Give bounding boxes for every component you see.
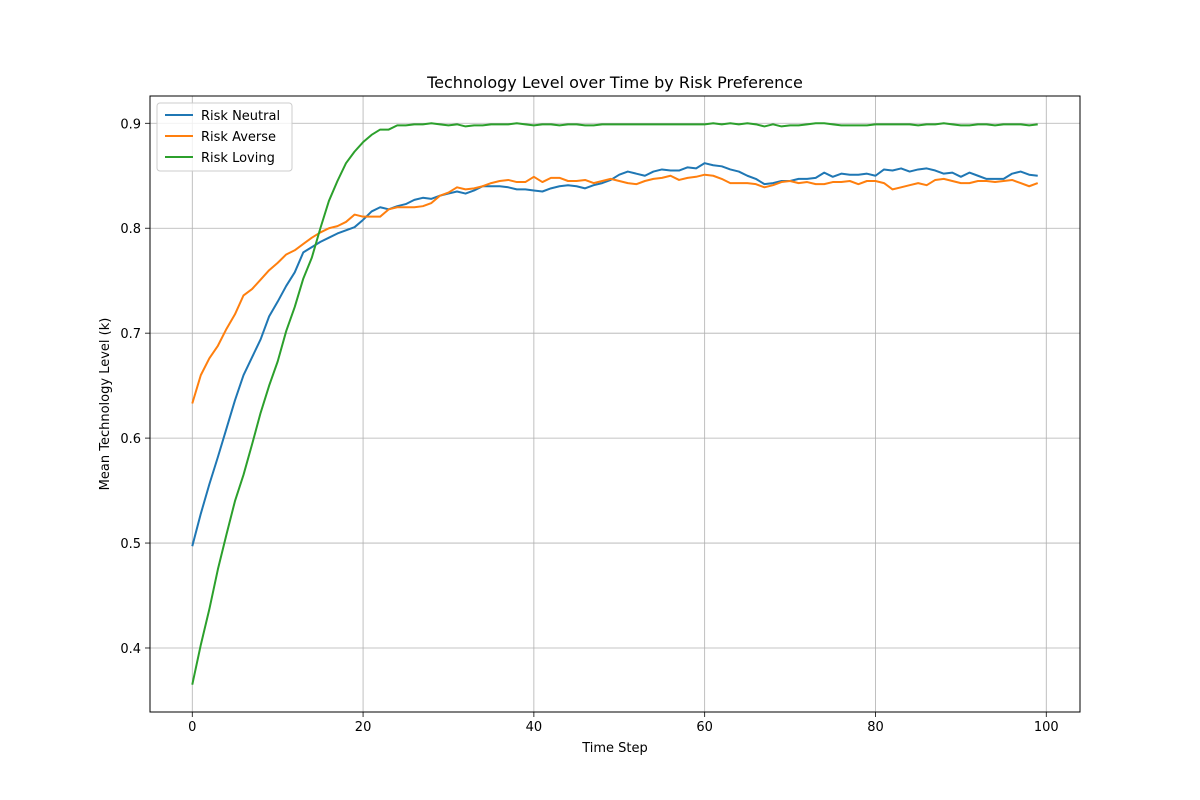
legend-label-risk-neutral: Risk Neutral [201, 109, 280, 124]
series-line-risk-neutral [191, 162, 1038, 547]
y-tick-label: 0.6 [120, 432, 141, 447]
chart-title: Technology Level over Time by Risk Prefe… [426, 73, 803, 92]
series-line-risk-averse [191, 173, 1039, 404]
legend: Risk Neutral Risk Averse Risk Loving [156, 102, 293, 172]
x-tick-label: 100 [1034, 720, 1059, 735]
legend-label-risk-loving: Risk Loving [201, 151, 275, 166]
x-tick-label: 40 [526, 720, 543, 735]
series-lines [191, 122, 1039, 685]
y-axis: 0.4 0.5 0.6 0.7 0.8 0.9 [120, 117, 150, 657]
y-tick-label: 0.9 [120, 117, 141, 132]
y-tick-label: 0.5 [120, 537, 141, 552]
plot-frame [149, 95, 1081, 713]
legend-box [156, 102, 293, 172]
x-axis: 0 20 40 60 80 100 [188, 712, 1059, 735]
y-axis-title: Mean Technology Level (k) [98, 318, 113, 491]
legend-label-risk-averse: Risk Averse [201, 130, 276, 145]
x-tick-label: 0 [188, 720, 196, 735]
grid [150, 96, 1080, 712]
y-tick-label: 0.4 [120, 642, 141, 657]
x-axis-title: Time Step [581, 741, 648, 756]
x-tick-label: 80 [867, 720, 884, 735]
series-line-risk-loving [191, 122, 1038, 685]
x-tick-label: 60 [696, 720, 713, 735]
x-tick-label: 20 [355, 720, 372, 735]
y-tick-label: 0.8 [120, 222, 141, 237]
y-tick-label: 0.7 [120, 327, 141, 342]
